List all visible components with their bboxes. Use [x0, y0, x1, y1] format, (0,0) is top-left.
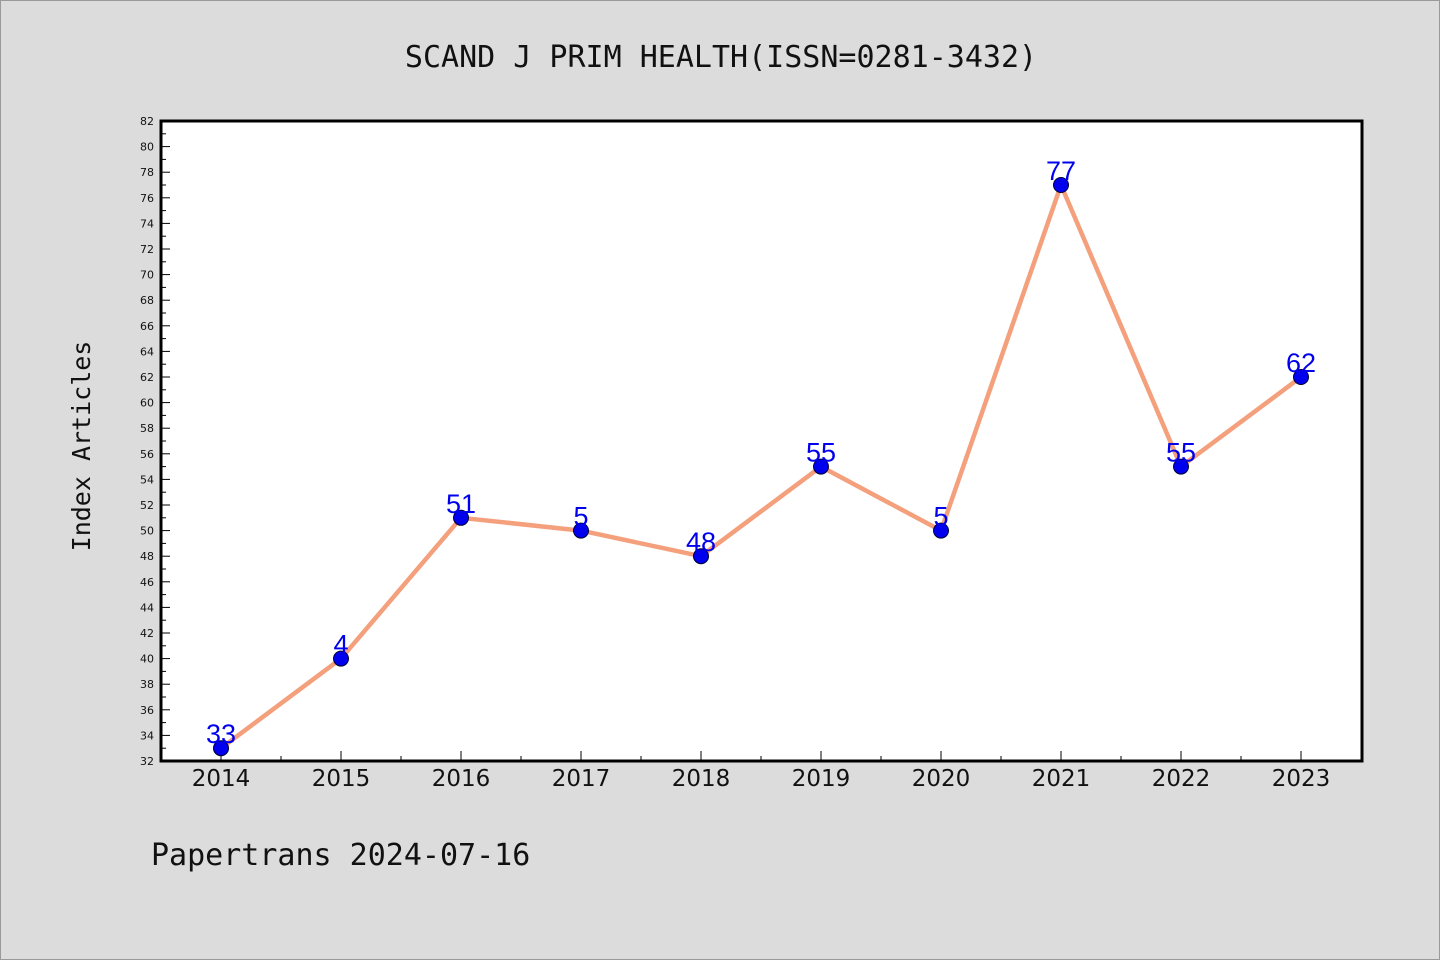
data-point — [453, 509, 469, 526]
data-label: 55 — [806, 438, 836, 468]
y-tick-label: 56 — [140, 448, 154, 461]
x-tick-label: 2014 — [192, 766, 251, 792]
y-tick-label: 42 — [140, 627, 154, 640]
y-tick-label: 54 — [140, 473, 154, 486]
chart-title: SCAND J PRIM HEALTH(ISSN=0281-3432) — [405, 40, 1037, 75]
y-tick-label: 62 — [140, 371, 154, 384]
data-label: 5 — [573, 502, 588, 532]
x-tick-label: 2023 — [1272, 766, 1331, 792]
y-tick-label: 78 — [140, 166, 154, 179]
data-point — [813, 458, 829, 475]
series-line — [218, 182, 1304, 751]
x-tick-label: 2015 — [312, 766, 371, 792]
y-tick-label: 58 — [140, 422, 154, 435]
data-label: 62 — [1286, 348, 1316, 378]
x-tick-label: 2022 — [1152, 766, 1211, 792]
data-point — [933, 522, 949, 539]
y-tick-label: 68 — [140, 294, 154, 307]
x-axis: 2014 2015 2016 2017 2018 2019 2020 2021 2022 2023 — [192, 751, 1362, 792]
y-axis: 32 34 36 38 40 42 44 46 48 50 52 54 56 58 60 62 64 66 68 70… — [140, 115, 170, 768]
data-label: 4 — [333, 630, 348, 660]
y-tick-label: 72 — [140, 243, 154, 256]
y-tick-label: 76 — [140, 192, 154, 205]
data-point — [573, 522, 589, 539]
x-tick-label: 2020 — [912, 766, 971, 792]
data-label: 5 — [933, 502, 948, 532]
data-label: 33 — [206, 719, 236, 749]
data-point — [1053, 177, 1069, 193]
x-tick-label: 2021 — [1032, 766, 1091, 792]
y-tick-label: 82 — [140, 115, 154, 128]
y-tick-label: 46 — [140, 576, 154, 589]
y-tick-label: 60 — [140, 397, 154, 410]
y-tick-label: 34 — [140, 729, 154, 742]
y-tick-label: 36 — [140, 704, 154, 717]
data-label: 77 — [1046, 156, 1076, 186]
y-tick-label: 44 — [140, 601, 154, 614]
plot-area — [159, 119, 1364, 763]
y-tick-label: 50 — [140, 525, 154, 538]
y-tick-label: 80 — [140, 141, 154, 154]
y-tick-label: 48 — [140, 550, 154, 563]
y-tick-label: 70 — [140, 269, 154, 282]
x-tick-label: 2017 — [552, 766, 611, 792]
y-tick-label: 40 — [140, 653, 154, 666]
data-point — [213, 740, 229, 757]
data-point — [1293, 369, 1309, 385]
x-tick-label: 2019 — [792, 766, 851, 792]
data-point — [693, 548, 709, 565]
y-tick-label: 66 — [140, 320, 154, 333]
y-axis-label: Index Articles — [67, 341, 96, 552]
data-point — [1173, 458, 1189, 475]
series-group — [213, 177, 1309, 757]
y-tick-label: 64 — [140, 345, 154, 358]
x-tick-label: 2018 — [672, 766, 731, 792]
y-tick-label: 74 — [140, 217, 154, 230]
y-tick-label: 32 — [140, 755, 154, 768]
y-tick-label: 38 — [140, 678, 154, 691]
footer-caption: Papertrans 2024-07-16 — [151, 838, 530, 873]
data-label: 51 — [446, 489, 476, 519]
data-label: 55 — [1166, 438, 1196, 468]
x-tick-label: 2016 — [432, 766, 491, 792]
data-label: 48 — [686, 527, 716, 557]
data-point — [333, 650, 349, 667]
y-tick-label: 52 — [140, 499, 154, 512]
